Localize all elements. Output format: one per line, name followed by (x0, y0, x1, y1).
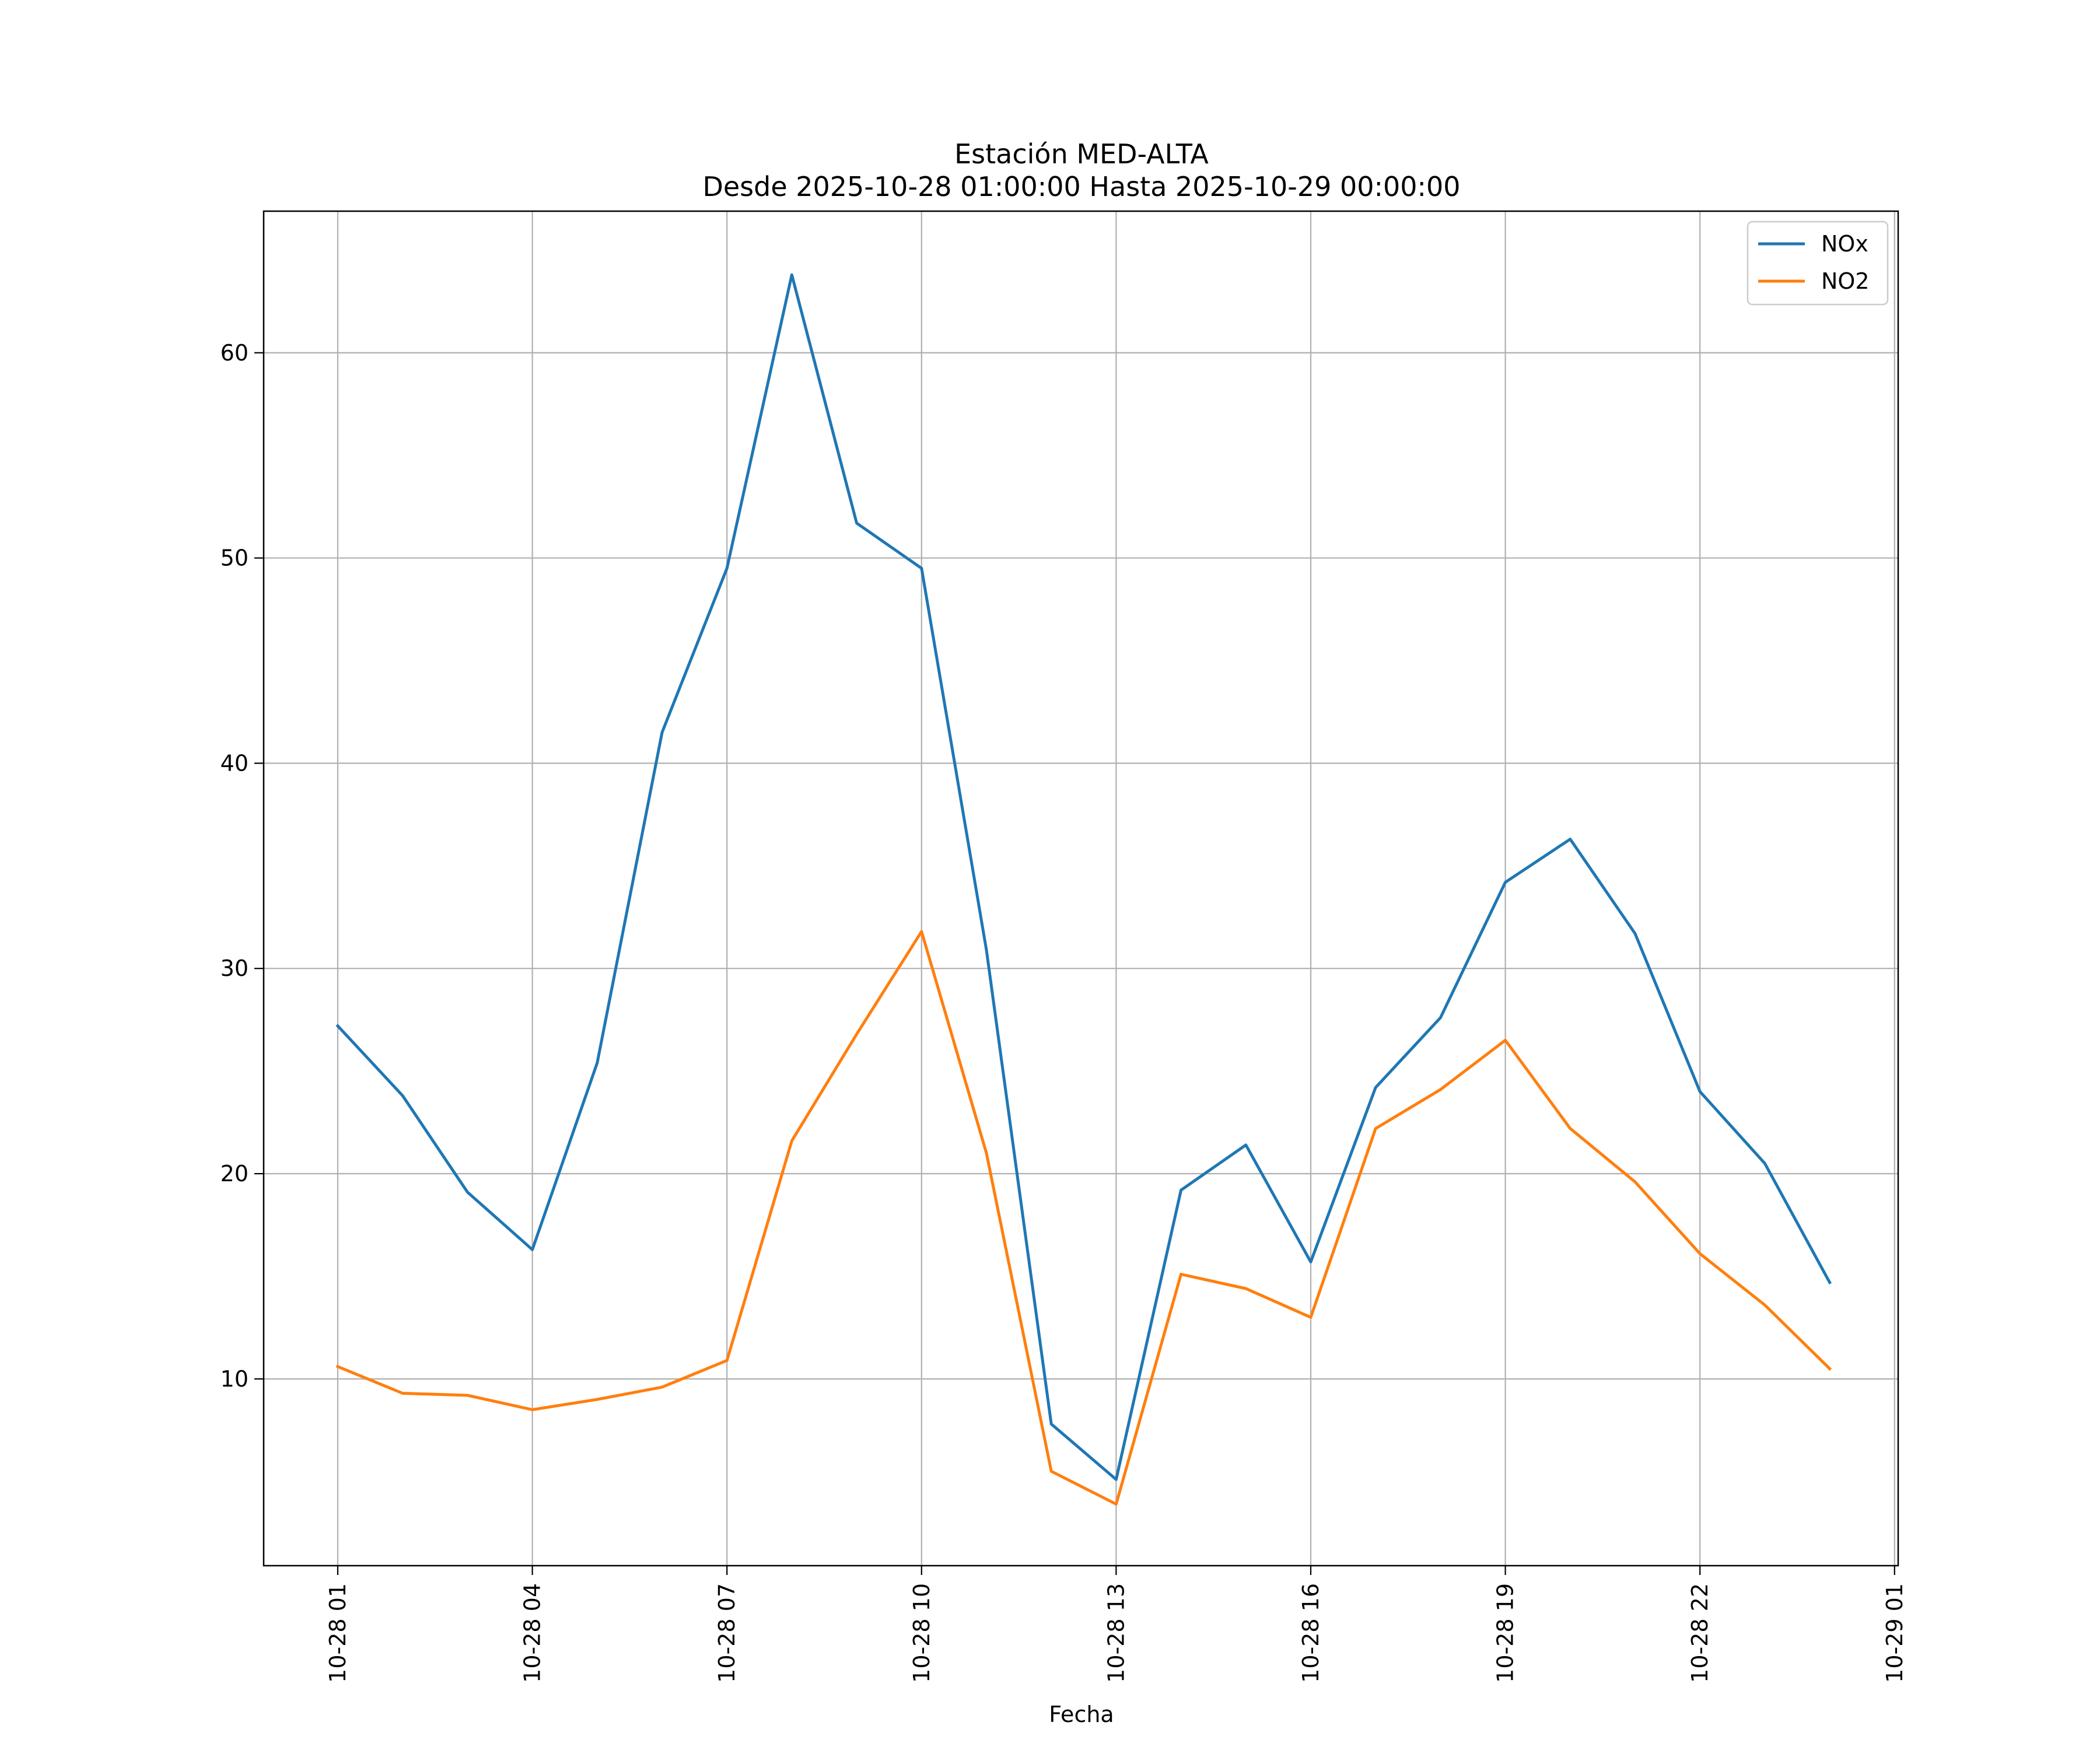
chart-title: Estación MED-ALTA (954, 138, 1209, 170)
legend-label-no2: NO2 (1821, 268, 1870, 294)
x-tick-label: 10-28 01 (325, 1583, 351, 1683)
y-tick-label: 50 (220, 545, 249, 571)
x-tick-label: 10-28 13 (1103, 1583, 1129, 1683)
y-tick-label: 30 (220, 956, 249, 981)
y-tick-label: 60 (220, 340, 249, 366)
x-tick-label: 10-28 19 (1493, 1583, 1518, 1683)
x-tick-label: 10-28 07 (714, 1583, 740, 1683)
legend: NOx NO2 (1746, 220, 1889, 306)
x-tick-label: 10-28 10 (909, 1583, 935, 1683)
y-tick-label: 10 (220, 1366, 249, 1392)
axis-ticks: 10-28 01 10-28 04 10-28 07 10-28 10 10-28 13… (220, 340, 1908, 1683)
legend-label-nox: NOx (1821, 231, 1868, 257)
y-tick-label: 40 (220, 750, 249, 776)
x-tick-label: 10-28 22 (1687, 1583, 1713, 1683)
y-tick-label: 20 (220, 1161, 249, 1186)
series-line-no2 (335, 930, 1832, 1506)
series-line-nox (335, 273, 1832, 1481)
x-tick-label: 10-28 16 (1298, 1583, 1324, 1683)
x-axis-label: Fecha (1049, 1702, 1114, 1727)
x-tick-label: 10-28 04 (520, 1583, 545, 1683)
series-layer (335, 273, 1832, 1506)
grid (264, 211, 1898, 1566)
x-tick-label: 10-29 01 (1882, 1583, 1908, 1683)
chart-subtitle: Desde 2025-10-28 01:00:00 Hasta 2025-10-… (702, 171, 1460, 202)
plot-frame (262, 210, 1899, 1567)
